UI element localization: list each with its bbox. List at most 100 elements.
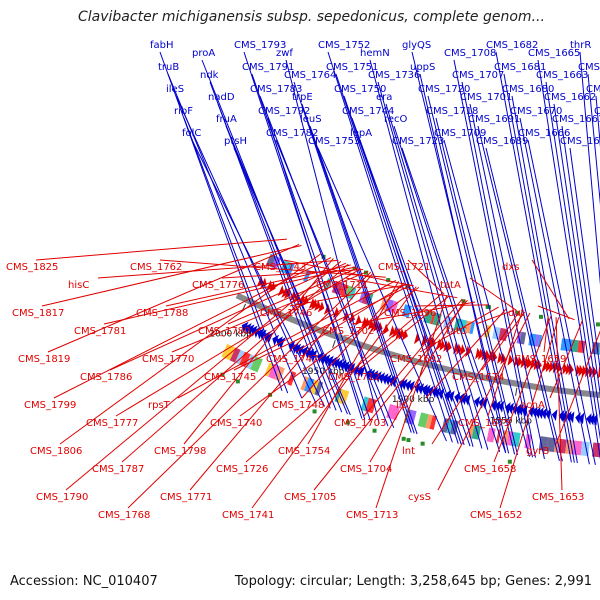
reverse-gene-arrow — [388, 325, 396, 337]
reverse-gene-arrow — [516, 355, 523, 368]
forward-gene-label: recO — [384, 114, 408, 125]
reverse-gene-label: lip — [396, 400, 408, 411]
forward-gene-label: CMS_1783 — [250, 84, 302, 95]
forward-gene-label: uppS — [410, 62, 435, 73]
reverse-gene-label: CMS_1806 — [30, 446, 82, 457]
forward-gene-label: CMS_1708 — [444, 48, 496, 59]
forward-connector — [309, 125, 418, 435]
reverse-connector — [103, 266, 356, 325]
map-title: Clavibacter michiganensis subsp. sepedon… — [78, 9, 545, 25]
forward-gene-label: CMS_1650 — [578, 62, 600, 73]
reverse-gene-arrow — [507, 354, 514, 366]
tick-label: 1850 kbp — [490, 416, 533, 426]
reverse-connector — [425, 308, 507, 399]
forward-gene-arrow — [461, 393, 468, 406]
tick-mark — [515, 387, 518, 396]
forward-gene-label: CMS_1751 — [326, 62, 378, 73]
cog-block-outer — [417, 412, 429, 428]
reverse-gene-label: CMS_1726 — [216, 464, 268, 475]
reverse-connector — [549, 320, 583, 399]
cog-block-inner — [469, 321, 476, 335]
reverse-connector — [555, 317, 563, 491]
reverse-gene-label: CMS_1712 — [328, 372, 380, 383]
reverse-gene-label: CMS_1692 — [390, 354, 442, 365]
reverse-gene-label: CMS_1702 — [322, 326, 374, 337]
forward-connector — [527, 139, 596, 465]
forward-gene-label: CMS_1649 — [586, 84, 600, 95]
forward-gene-label: truB — [158, 62, 179, 73]
forward-gene-label: ribF — [174, 106, 193, 117]
reverse-gene-label: tatC — [446, 326, 467, 337]
reverse-gene-label: gyrB — [526, 446, 549, 457]
cog-block-outer — [221, 343, 230, 358]
forward-gene-arrow — [504, 401, 511, 414]
reverse-gene-arrow — [497, 352, 503, 364]
forward-gene-arrow — [408, 380, 415, 393]
reverse-connector — [537, 305, 575, 321]
reverse-gene-arrow — [597, 366, 600, 379]
cog-block-inner — [323, 277, 332, 291]
reverse-gene-label: CMS_1817 — [12, 308, 64, 319]
forward-gene-label: CMS_1682 — [486, 40, 538, 51]
forward-gene-arrow — [310, 349, 318, 362]
forward-gene-label: CMS_1753 — [308, 136, 360, 147]
forward-gene-arrow — [448, 390, 455, 403]
forward-gene-label: CMS_1791 — [242, 62, 294, 73]
reverse-gene-label: CMS_1786 — [80, 372, 132, 383]
forward-gene-arrow — [401, 378, 408, 391]
marker-square — [405, 284, 410, 289]
forward-connector — [335, 73, 459, 444]
forward-connector — [477, 125, 560, 462]
reverse-gene-label: CMS_1776 — [192, 280, 244, 291]
forward-gene-label: CMS_1680 — [502, 84, 554, 95]
tick-label: 1950 kbp — [302, 367, 345, 377]
forward-gene-arrow — [327, 355, 334, 367]
reverse-connector — [493, 316, 552, 463]
forward-connector — [443, 139, 530, 457]
forward-connector — [419, 73, 507, 454]
marker-square — [235, 379, 240, 384]
reverse-gene-arrow — [367, 318, 374, 331]
reverse-gene-label: CMS_1799 — [24, 400, 76, 411]
reverse-gene-arrow — [542, 359, 549, 372]
forward-gene-labels: fabH truB ileS ribF folC proA ndk nadD fruA ptsH C… — [150, 40, 600, 465]
forward-gene-label: hemN — [360, 48, 390, 59]
forward-gene-label: CMS_1665 — [528, 48, 580, 59]
reverse-gene-arrow — [548, 360, 555, 373]
forward-gene-label: CMS_1736 — [368, 70, 420, 81]
reverse-gene-arrow — [354, 314, 362, 326]
forward-gene-label: CMS_1709 — [434, 128, 486, 139]
reverse-gene-label: CMS_1674 — [452, 372, 504, 383]
forward-connector — [401, 147, 507, 454]
forward-gene-arrow — [578, 412, 585, 425]
marker-square — [515, 310, 520, 315]
reverse-gene-label: CMS_1711 — [316, 280, 368, 291]
forward-connector — [327, 51, 453, 443]
reverse-gene-label: CMS_1780 — [198, 326, 250, 337]
cog-block-outer — [250, 356, 263, 373]
reverse-connector — [469, 277, 518, 312]
forward-gene-arrow — [438, 388, 445, 400]
reverse-gene-label: CMS_1788 — [136, 308, 188, 319]
reverse-connector — [363, 298, 463, 417]
cog-block-inner — [430, 312, 436, 325]
reverse-gene-arrow — [439, 339, 446, 351]
reverse-gene-label: CMS_1705 — [284, 492, 336, 503]
forward-gene-arrow — [592, 413, 598, 426]
cog-block-outer — [337, 389, 350, 405]
forward-gene-label: CMS_1648 — [594, 106, 600, 117]
forward-connector — [461, 81, 536, 458]
forward-gene-label: CMS_1681 — [494, 62, 546, 73]
reverse-gene-label: dxs — [502, 262, 519, 273]
forward-connector — [553, 103, 600, 419]
forward-gene-arrow — [424, 384, 431, 397]
forward-connector — [393, 125, 501, 453]
forward-gene-label: CMS_1662 — [544, 92, 596, 103]
forward-gene-arrow — [444, 389, 451, 402]
cog-block-outer — [496, 429, 501, 444]
forward-connector — [351, 117, 471, 447]
forward-gene-label: CMS_1661 — [552, 114, 600, 125]
reverse-connector — [407, 259, 445, 295]
